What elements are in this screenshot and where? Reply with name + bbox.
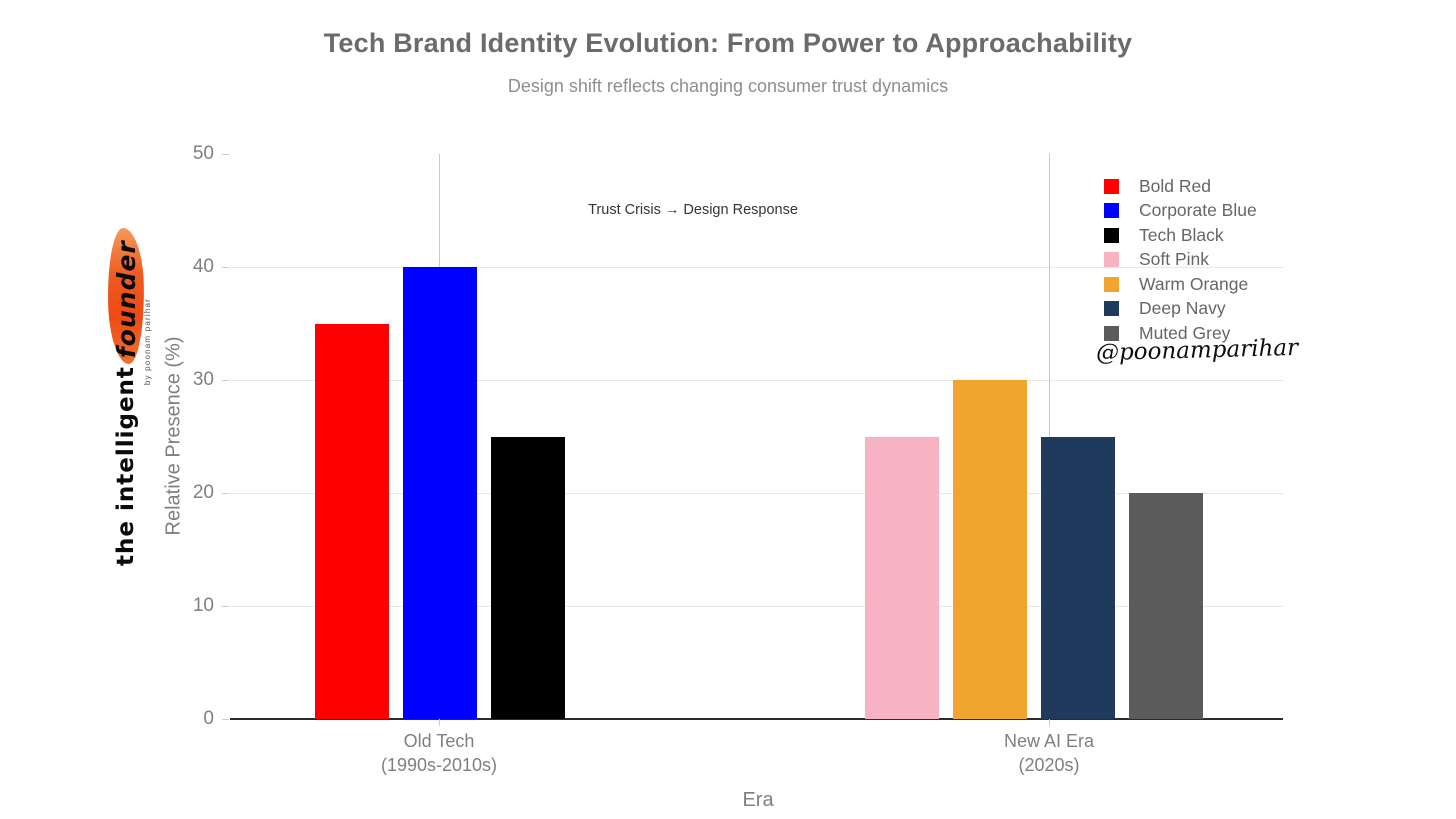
y-tick-mark-40 [222, 267, 229, 268]
bar-warm-orange [953, 380, 1027, 719]
x-tick-label-line: New AI Era [1003, 731, 1095, 751]
x-tick-label-line: (1990s-2010s) [380, 755, 498, 775]
x-axis-title: Era [742, 789, 774, 811]
bar-soft-pink [865, 436, 939, 719]
y-tick-mark-50 [222, 154, 229, 155]
x-tick-label-1: New AI Era (2020s) [899, 729, 1199, 777]
x-tick-label-0: Old Tech (1990s-2010s) [289, 729, 589, 777]
y-tick-label-40: 40 [192, 256, 214, 277]
y-tick-label-30: 30 [192, 369, 214, 390]
legend-label: Bold Red [1139, 175, 1211, 196]
bar-tech-black [491, 436, 565, 719]
legend-label: Corporate Blue [1139, 200, 1257, 221]
gridline-y-20 [230, 493, 1283, 494]
x-tick-mark-0 [439, 719, 440, 726]
x-tick-label-line: Old Tech [403, 731, 475, 751]
gridline-y-40 [230, 267, 1283, 268]
legend-swatch-deep-navy [1104, 301, 1119, 317]
legend-swatch-tech-black [1104, 227, 1119, 243]
legend-swatch-corporate-blue [1104, 203, 1119, 219]
legend-item-corporate-blue: Corporate Blue [1104, 199, 1257, 224]
y-tick-mark-0 [222, 719, 229, 720]
legend-item-soft-pink: Soft Pink [1104, 248, 1257, 273]
gridline-y-30 [230, 380, 1283, 381]
y-tick-label-10: 10 [192, 595, 214, 616]
legend-swatch-warm-orange [1104, 276, 1119, 292]
legend-item-warm-orange: Warm Orange [1104, 272, 1257, 297]
legend-swatch-soft-pink [1104, 252, 1119, 268]
y-tick-mark-10 [222, 606, 229, 607]
y-tick-mark-20 [222, 493, 229, 494]
intelligent-founder-logo: the intelligent founder by poonam pariha… [103, 227, 152, 566]
legend-item-bold-red: Bold Red [1104, 174, 1257, 199]
legend-swatch-muted-grey [1104, 325, 1119, 341]
y-tick-label-0: 0 [203, 708, 214, 729]
y-axis-title: Relative Presence (%) [162, 336, 185, 536]
legend-label: Muted Grey [1139, 322, 1231, 343]
legend-label: Warm Orange [1139, 273, 1249, 294]
logo-highlight-wrap: founder [106, 227, 146, 365]
bar-bold-red [315, 323, 389, 719]
logo-text-highlight: founder [111, 240, 141, 359]
bar-corporate-blue [403, 267, 477, 719]
y-tick-mark-30 [222, 380, 229, 381]
plot-area [230, 154, 1283, 720]
chart-subtitle: Design shift reflects changing consumer … [507, 76, 949, 96]
legend-label: Tech Black [1139, 224, 1224, 245]
x-tick-label-line: (2020s) [1018, 755, 1080, 775]
legend-label: Soft Pink [1139, 249, 1210, 270]
legend-item-deep-navy: Deep Navy [1104, 297, 1257, 322]
logo-text-prefix: the intelligent [113, 366, 139, 566]
legend-item-muted-grey: Muted Grey [1104, 321, 1257, 346]
chart-title: Tech Brand Identity Evolution: From Powe… [323, 28, 1133, 58]
legend: Bold Red Corporate Blue Tech Black Soft Pin… [1104, 174, 1257, 346]
legend-label: Deep Navy [1139, 298, 1226, 319]
x-tick-mark-1 [1049, 719, 1050, 726]
y-tick-label-50: 50 [192, 143, 214, 164]
bar-muted-grey [1129, 493, 1203, 719]
x-axis-line [230, 718, 1283, 720]
legend-item-tech-black: Tech Black [1104, 223, 1257, 248]
author-signature: @poonamparihar [1095, 334, 1299, 367]
legend-swatch-bold-red [1104, 178, 1119, 194]
gridline-y-10 [230, 606, 1283, 607]
bar-deep-navy [1041, 436, 1115, 719]
chart-annotation: Trust Crisis → Design Response [588, 202, 798, 218]
y-tick-label-20: 20 [192, 482, 214, 503]
